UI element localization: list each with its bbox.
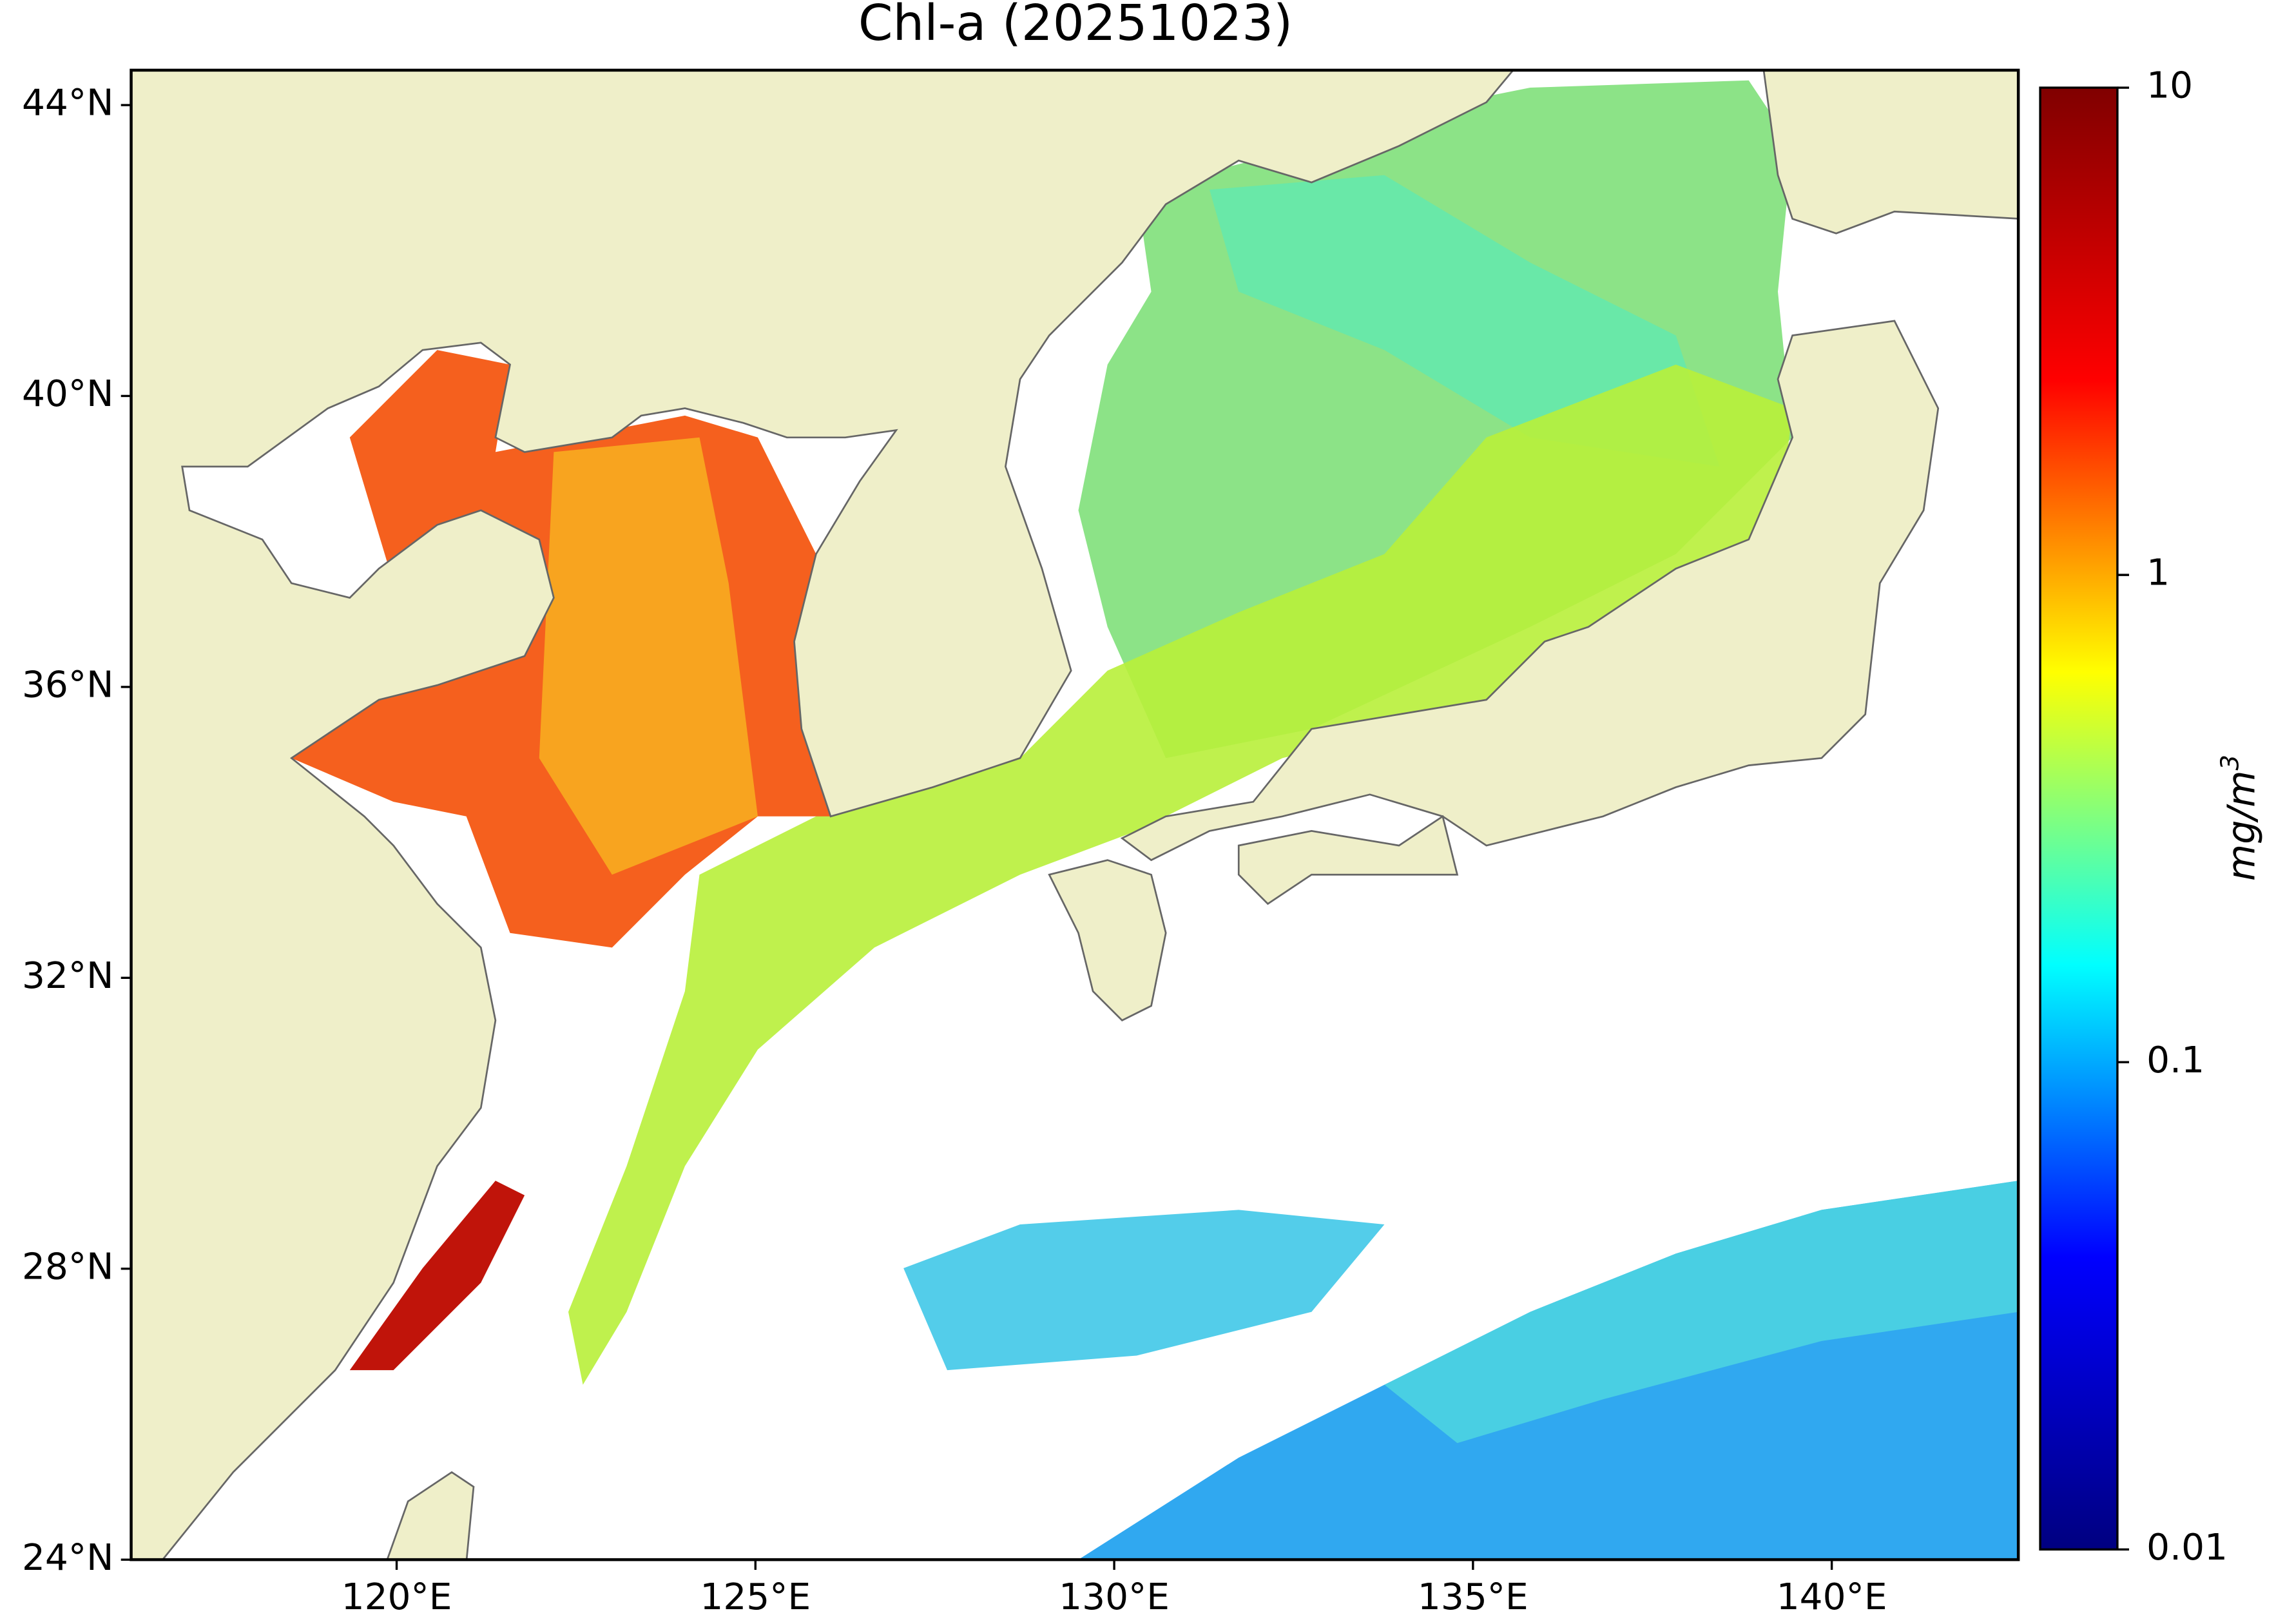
- y-tick-label: 36°N: [22, 664, 113, 706]
- x-tick-label: 135°E: [1418, 1576, 1528, 1618]
- land-kyushu: [1048, 859, 1167, 1022]
- chl-ryukyu: [903, 1210, 1385, 1371]
- colorbar: [2039, 86, 2119, 1551]
- colorbar-tick-label: 0.01: [2146, 1527, 2228, 1569]
- y-tick-label: 28°N: [22, 1246, 113, 1288]
- plot-frame: [130, 68, 2020, 1561]
- colorbar-tick-label: 10: [2146, 65, 2193, 107]
- chl-kuroshio: [568, 364, 1793, 1385]
- x-tick-label: 125°E: [700, 1576, 811, 1618]
- chl-japan-sea-north: [1210, 175, 1720, 467]
- map-area: [131, 70, 2019, 1560]
- chl-pacific-band: [1384, 1181, 2019, 1444]
- chl-zhejiang-coast: [349, 1181, 525, 1371]
- y-tick-label: 32°N: [22, 955, 113, 997]
- colorbar-label-exponent: 3: [2215, 755, 2244, 770]
- y-tick-label: 24°N: [22, 1537, 113, 1579]
- y-tick-label: 44°N: [22, 82, 113, 124]
- land-shikoku: [1237, 815, 1459, 905]
- colorbar-label-text: mg/m: [2219, 770, 2264, 881]
- x-tick-label: 140°E: [1777, 1576, 1887, 1618]
- x-tick-label: 120°E: [342, 1576, 452, 1618]
- land-hokkaido: [1762, 70, 2019, 235]
- land-honshu: [1120, 320, 1940, 862]
- y-tick-label: 40°N: [22, 373, 113, 415]
- colorbar-label: mg/m3: [2215, 755, 2264, 881]
- land-asia: [131, 70, 1514, 1560]
- colorbar-tick-label: 0.1: [2146, 1039, 2204, 1081]
- title: Chl-a (20251023): [858, 0, 1293, 52]
- colorbar-tick-label: 1: [2146, 552, 2170, 594]
- x-tick-label: 130°E: [1059, 1576, 1170, 1618]
- land-taiwan: [386, 1471, 475, 1560]
- chl-yellow-sea-center: [539, 437, 758, 875]
